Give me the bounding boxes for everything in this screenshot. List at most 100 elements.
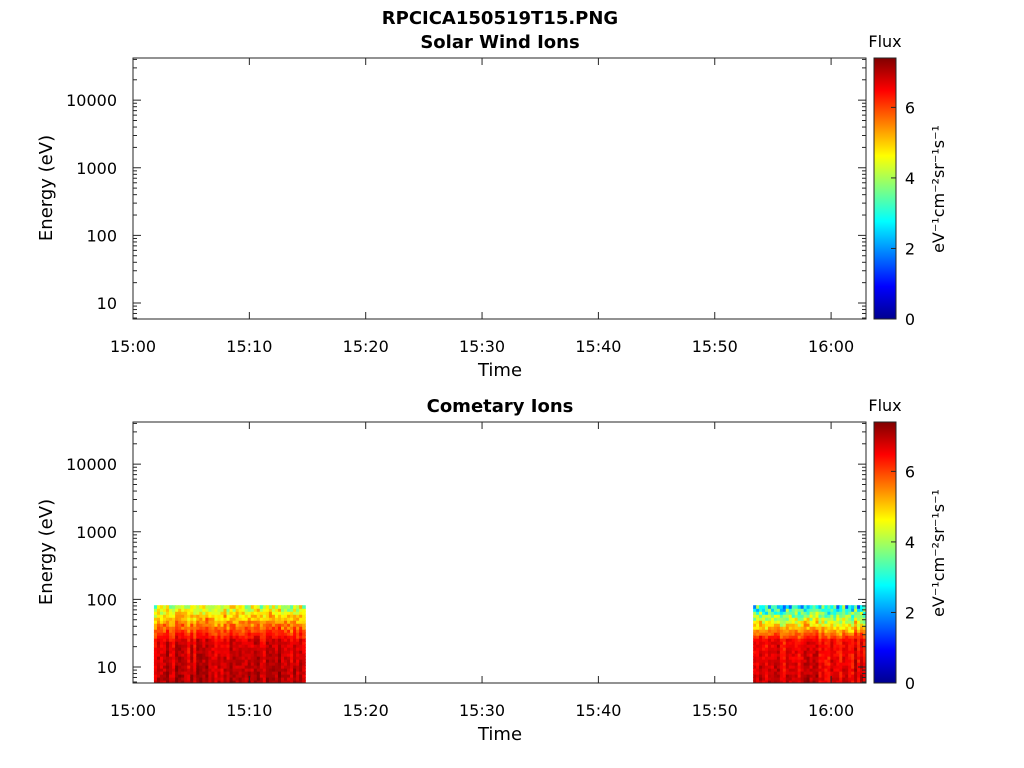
cometary-spectrogram-cell [281, 662, 285, 666]
cometary-spectrogram-cell [788, 635, 793, 639]
cometary-spectrogram-cell [821, 665, 826, 669]
cometary-spectrogram-cell [217, 656, 222, 660]
cometary-spectrogram-cell [220, 623, 225, 627]
cometary-spectrogram-cell [803, 620, 808, 624]
cometary-spectrogram-cell [785, 614, 790, 618]
cometary-spectrogram-cell [773, 668, 778, 672]
cometary-spectrogram-cell [172, 614, 176, 618]
cometary-spectrogram-cell [776, 665, 781, 669]
cometary-spectrogram-cell [860, 611, 864, 615]
cometary-spectrogram-cell [815, 632, 820, 636]
cometary-spectrogram-cell [220, 617, 225, 621]
cometary-spectrogram-cell [281, 647, 285, 651]
cometary-spectrogram-cell [232, 620, 237, 624]
cometary-spectrogram-cell [166, 662, 170, 666]
cometary-spectrogram-cell [287, 656, 291, 660]
cometary-spectrogram-cell [169, 644, 173, 648]
cometary-spectrogram-cell [214, 635, 219, 639]
cometary-spectrogram-cell [277, 623, 282, 627]
cometary-spectrogram-cell [217, 671, 222, 675]
cometary-spectrogram-cell [159, 635, 164, 639]
cometary-spectrogram-cell [241, 647, 246, 651]
cometary-spectrogram-cell [290, 674, 294, 678]
cometary-spectrogram-cell [265, 674, 270, 678]
cometary-spectrogram-cell [806, 677, 811, 681]
cometary-spectrogram-cell [753, 644, 757, 648]
cometary-spectrogram-cell [232, 617, 237, 621]
cometary-spectrogram-cell [782, 626, 787, 630]
cometary-spectrogram-cell [765, 605, 769, 609]
cometary-spectrogram-cell [247, 608, 252, 612]
cometary-spectrogram-cell [250, 605, 255, 609]
cometary-spectrogram-cell [773, 653, 778, 657]
cometary-spectrogram-cell [806, 656, 811, 660]
cometary-spectrogram-cell [762, 671, 766, 675]
cometary-spectrogram-cell [785, 677, 790, 681]
cometary-spectrogram-cell [202, 638, 206, 642]
cometary-spectrogram-cell [232, 629, 237, 633]
cometary-spectrogram-cell [818, 614, 823, 618]
cometary-y-tick-label: 10 [97, 658, 117, 677]
cometary-spectrogram-cell [190, 614, 194, 618]
cometary-spectrogram-cell [265, 608, 270, 612]
cometary-spectrogram-cell [247, 662, 252, 666]
cometary-spectrogram-cell [156, 620, 161, 624]
cometary-spectrogram-cell [788, 665, 793, 669]
cometary-spectrogram-cell [296, 620, 300, 624]
cometary-spectrogram-cell [268, 638, 273, 642]
cometary-spectrogram-cell [199, 629, 203, 633]
cometary-spectrogram-cell [253, 626, 258, 630]
cometary-spectrogram-cell [153, 623, 158, 627]
cometary-spectrogram-cell [815, 605, 820, 609]
cometary-spectrogram-cell [302, 659, 306, 663]
cometary-spectrogram-cell [857, 623, 861, 627]
cometary-spectrogram-cell [172, 620, 176, 624]
cometary-spectrogram-cell [205, 662, 209, 666]
cometary-spectrogram-cell [211, 644, 216, 648]
cometary-spectrogram-cell [247, 659, 252, 663]
cometary-spectrogram-cell [259, 653, 264, 657]
cometary-spectrogram-cell [773, 641, 778, 645]
cometary-spectrogram-cell [205, 680, 209, 683]
cometary-spectrogram-cell [187, 635, 191, 639]
cometary-spectrogram-cell [776, 632, 781, 636]
cometary-spectrogram-cell [860, 644, 864, 648]
cometary-spectrogram-cell [845, 605, 849, 609]
cometary-spectrogram-cell [274, 644, 279, 648]
cometary-spectrogram-cell [794, 608, 799, 612]
cometary-spectrogram-cell [806, 611, 811, 615]
cometary-spectrogram-cell [250, 647, 255, 651]
cometary-spectrogram-cell [287, 671, 291, 675]
cometary-spectrogram-cell [163, 671, 167, 675]
cometary-spectrogram-cell [223, 677, 228, 681]
cometary-spectrogram-cell [217, 626, 222, 630]
cometary-spectrogram-cell [153, 614, 158, 618]
cometary-spectrogram-cell [290, 677, 294, 681]
cometary-spectrogram-cell [196, 659, 200, 663]
cometary-spectrogram-cell [211, 659, 216, 663]
cometary-spectrogram-cell [809, 620, 814, 624]
cometary-spectrogram-cell [296, 635, 300, 639]
cometary-spectrogram-cell [770, 680, 775, 683]
cometary-spectrogram-cell [803, 629, 808, 633]
cometary-spectrogram-cell [175, 605, 179, 609]
cometary-spectrogram-cell [767, 623, 772, 627]
cometary-spectrogram-cell [824, 626, 828, 630]
cometary-spectrogram-cell [153, 668, 158, 672]
cometary-spectrogram-cell [824, 644, 828, 648]
cometary-spectrogram-cell [172, 605, 176, 609]
cometary-spectrogram-cell [833, 623, 837, 627]
cometary-spectrogram-cell [190, 674, 194, 678]
cometary-spectrogram-cell [821, 656, 826, 660]
cometary-spectrogram-cell [238, 620, 243, 624]
cometary-spectrogram-cell [765, 617, 769, 621]
cometary-spectrogram-cell [803, 650, 808, 654]
cometary-spectrogram-cell [178, 659, 182, 663]
cometary-spectrogram-cell [271, 680, 276, 683]
cometary-spectrogram-cell [223, 608, 228, 612]
cometary-spectrogram-cell [854, 620, 858, 624]
cometary-spectrogram-cell [296, 653, 300, 657]
cometary-spectrogram-cell [208, 620, 213, 624]
cometary-spectrogram-cell [235, 668, 240, 672]
cometary-spectrogram-cell [208, 623, 213, 627]
